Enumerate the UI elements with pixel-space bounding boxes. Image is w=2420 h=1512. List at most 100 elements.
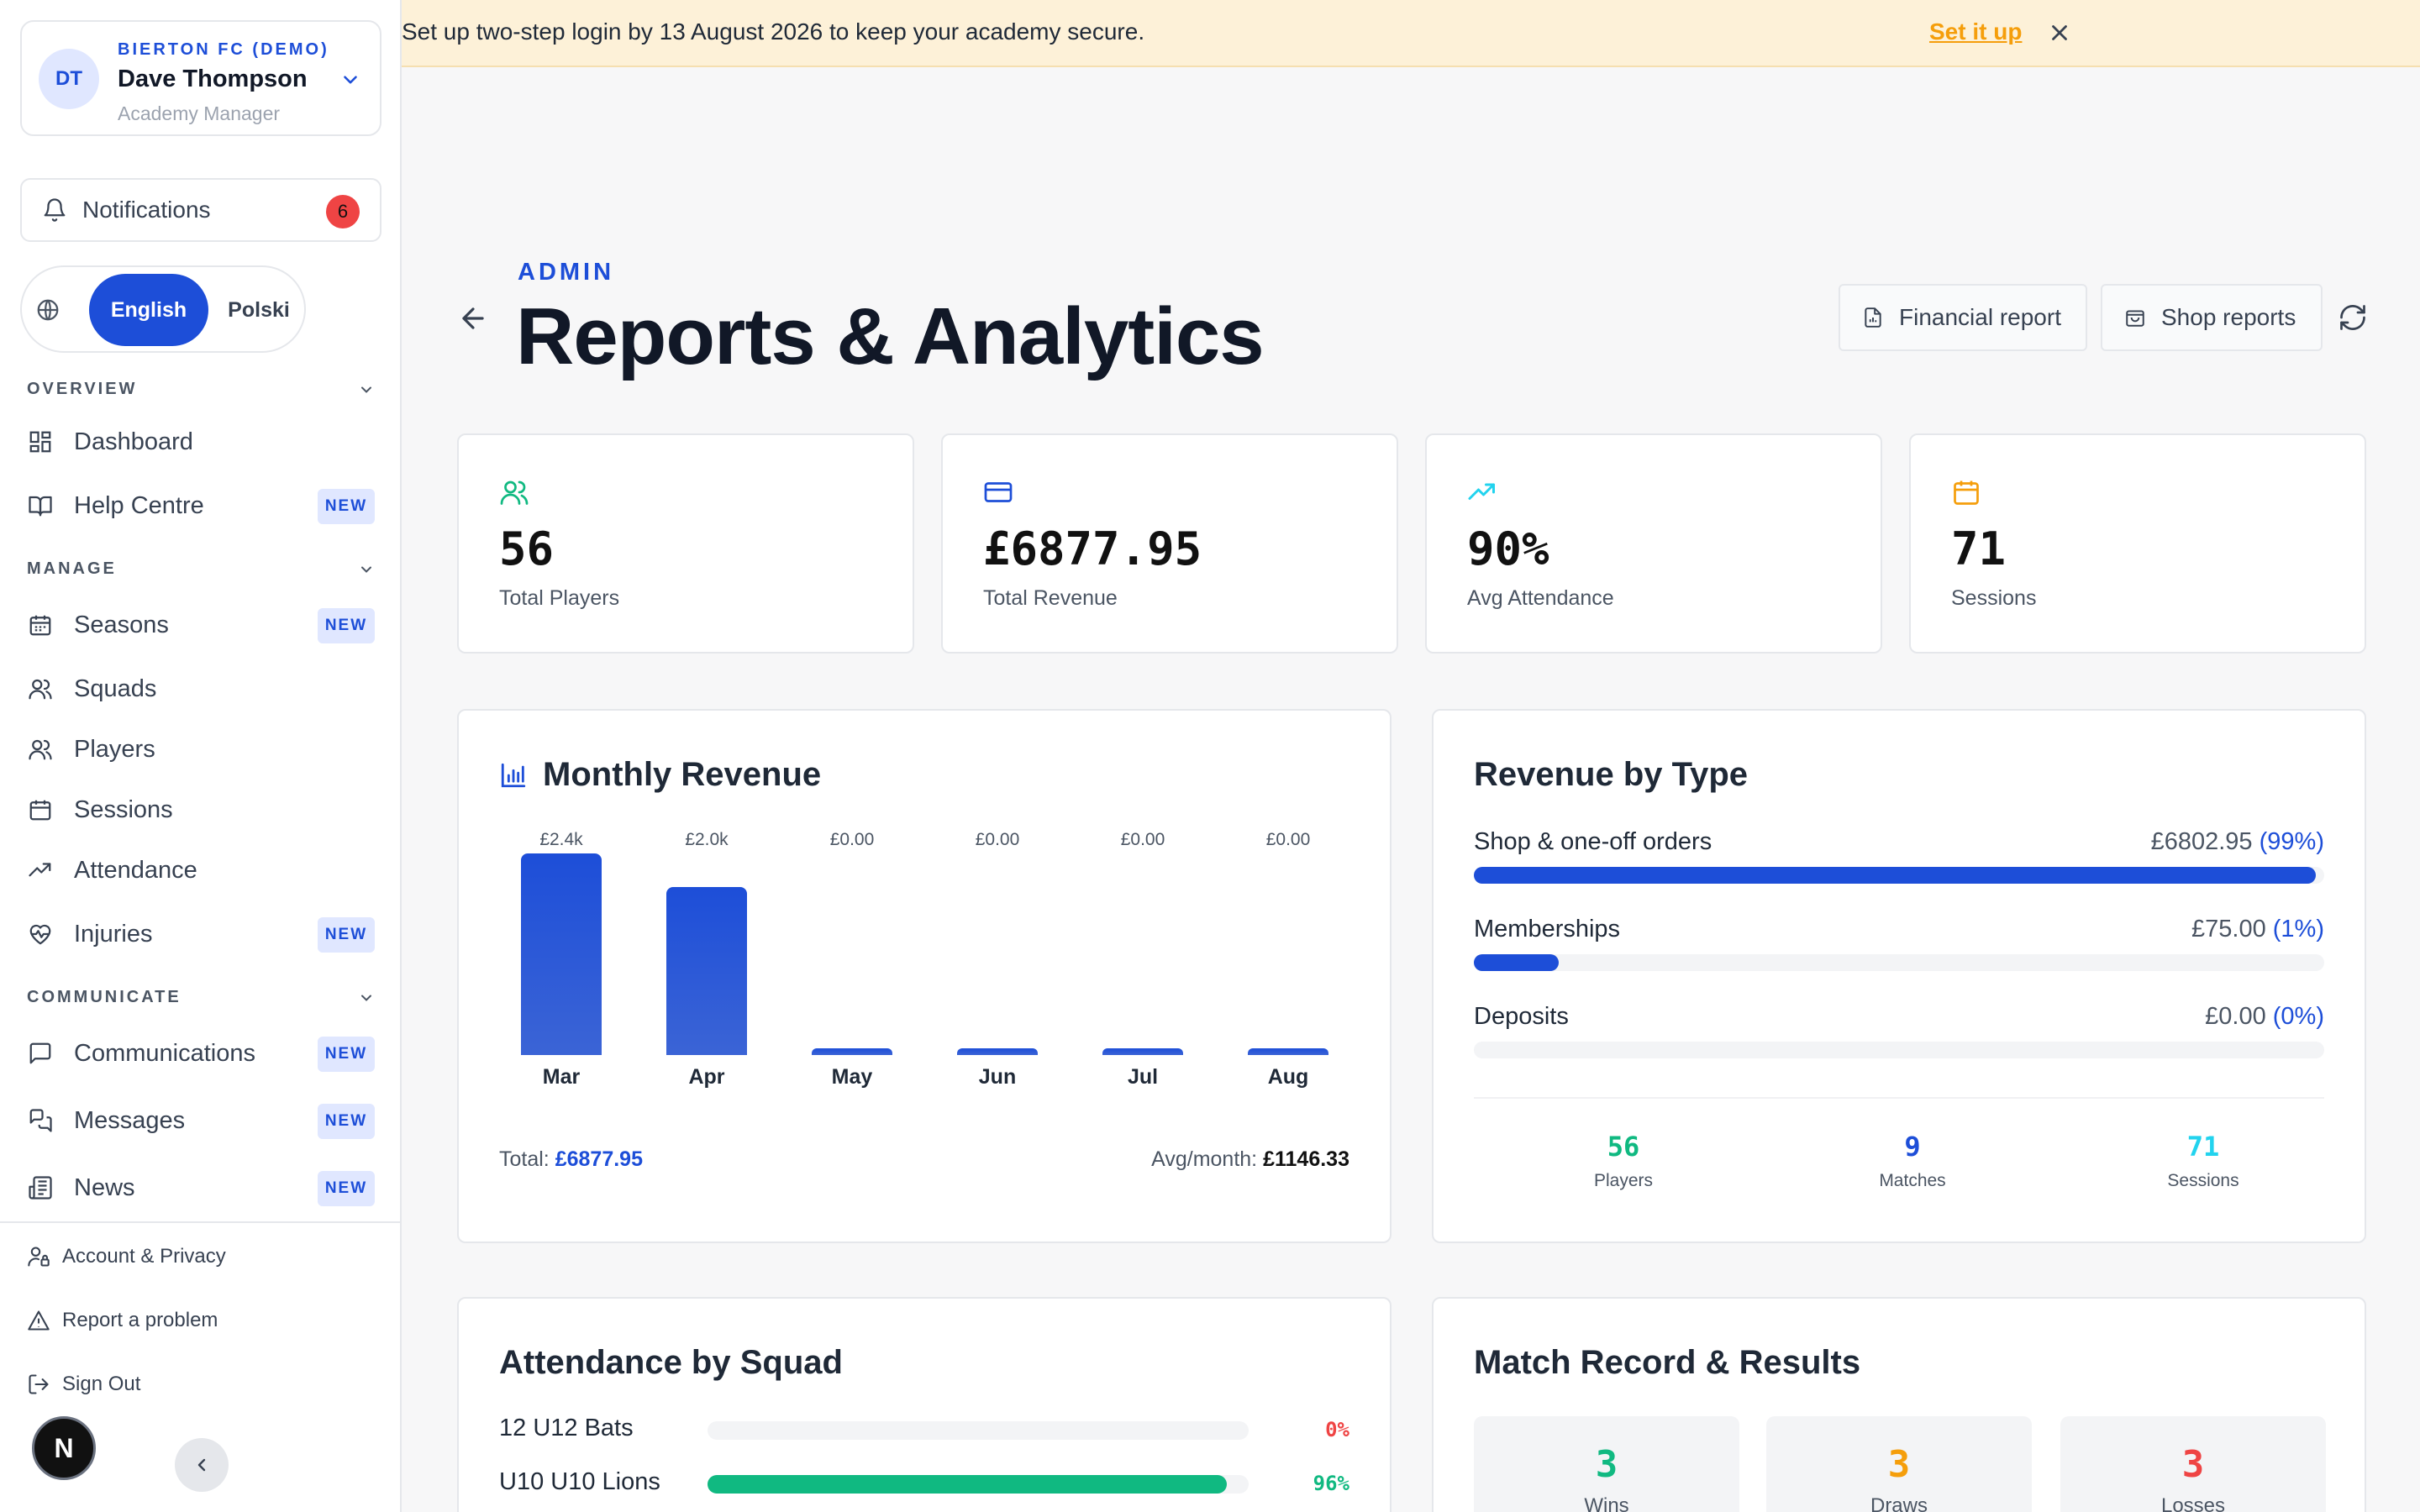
new-badge: NEW <box>318 1104 375 1139</box>
n-launcher-button[interactable]: N <box>32 1416 96 1480</box>
stat-label: Total Revenue <box>983 586 1118 610</box>
sidebar-item-players[interactable]: Players <box>27 726 375 773</box>
account-switcher[interactable]: DT BIERTON FC (DEMO) Dave Thompson Acade… <box>20 20 381 136</box>
sidebar-item-injuries[interactable]: Injuries NEW <box>27 911 375 958</box>
attendance-row: U10 U10 Lions 96% <box>499 1468 1349 1495</box>
bar-category-label: May <box>831 1065 873 1089</box>
notifications-button[interactable]: Notifications 6 <box>20 178 381 242</box>
club-name: BIERTON FC (DEMO) <box>118 40 329 59</box>
section-overview[interactable]: OVERVIEW <box>27 380 375 399</box>
calendar-icon <box>27 797 54 822</box>
bar-category-label: Apr <box>688 1065 725 1089</box>
revenue-total: Total: £6877.95 <box>499 1147 643 1171</box>
page-eyebrow: ADMIN <box>518 259 615 286</box>
stat-card-total-players: 56 Total Players <box>457 433 914 654</box>
page-title: Reports & Analytics <box>516 291 1265 381</box>
users-icon <box>499 477 529 507</box>
notifications-count-badge: 6 <box>326 195 360 228</box>
section-manage[interactable]: MANAGE <box>27 559 375 579</box>
warning-icon <box>27 1309 50 1332</box>
back-arrow-icon[interactable] <box>457 302 489 334</box>
sidebar-item-dashboard[interactable]: Dashboard <box>27 418 375 465</box>
stat-value: 90% <box>1467 522 1549 575</box>
collapse-sidebar-button[interactable] <box>175 1438 229 1492</box>
calendar-icon <box>1951 477 1981 507</box>
bar-value-label: £0.00 <box>1120 830 1165 849</box>
sidebar-item-account-privacy[interactable]: Account & Privacy <box>27 1238 226 1275</box>
panel-title: Revenue by Type <box>1474 756 1749 793</box>
user-name: Dave Thompson <box>118 66 308 92</box>
newspaper-icon <box>27 1175 54 1200</box>
match-wins: 3 Wins <box>1474 1416 1739 1512</box>
new-badge: NEW <box>318 489 375 524</box>
match-record-panel: Match Record & Results 3 Wins 3 Draws 3 … <box>1432 1297 2366 1512</box>
new-badge: NEW <box>318 1037 375 1072</box>
bar-chart-icon <box>499 761 528 790</box>
stat-label: Total Players <box>499 586 620 610</box>
language-option-polski[interactable]: Polski <box>228 297 290 322</box>
shop-reports-button[interactable]: Shop reports <box>2101 284 2323 351</box>
progress-track <box>708 1475 1249 1494</box>
trending-up-icon <box>27 858 54 883</box>
monthly-revenue-panel: Monthly Revenue £2.4k Mar £2.0k Apr £0.00 May… <box>457 709 1392 1243</box>
progress-fill <box>1474 954 1560 971</box>
divider <box>1474 1097 2324 1099</box>
dashboard-icon <box>27 429 54 454</box>
summary-matches: 9 Matches <box>1879 1131 1946 1190</box>
bar-value-label: £2.0k <box>685 830 729 849</box>
close-icon[interactable] <box>2047 20 2072 45</box>
progress-track <box>1474 1042 2324 1058</box>
user-role: Academy Manager <box>118 102 281 124</box>
attendance-by-squad-panel: Attendance by Squad 12 U12 Bats 0% U10 U… <box>457 1297 1392 1512</box>
messages-icon <box>27 1108 54 1133</box>
progress-track <box>1474 954 2324 971</box>
financial-report-button[interactable]: Financial report <box>1839 284 2087 351</box>
stat-label: Avg Attendance <box>1467 586 1614 610</box>
banner-message: Set up two-step login by 13 August 2026 … <box>402 18 1145 45</box>
security-banner: Set up two-step login by 13 August 2026 … <box>402 0 2420 67</box>
stat-card-avg-attendance: 90% Avg Attendance <box>1425 433 1882 654</box>
revenue-bar-mar <box>521 853 602 1055</box>
language-option-english[interactable]: English <box>89 274 208 346</box>
sidebar-item-seasons[interactable]: Seasons NEW <box>27 601 375 648</box>
sidebar-item-help-centre[interactable]: Help Centre NEW <box>27 482 375 529</box>
revenue-bar-apr <box>666 887 747 1055</box>
revenue-bar-aug <box>1248 1048 1328 1055</box>
stat-value: 56 <box>499 522 555 575</box>
progress-fill <box>1474 867 2316 884</box>
sidebar-item-attendance[interactable]: Attendance <box>27 847 375 894</box>
stat-value: 71 <box>1951 522 2007 575</box>
revenue-bar-may <box>812 1048 892 1055</box>
chevron-down-icon <box>358 381 375 398</box>
refresh-icon[interactable] <box>2338 302 2368 333</box>
sidebar-item-messages[interactable]: Messages NEW <box>27 1097 375 1144</box>
revenue-avg-month: Avg/month: £1146.33 <box>1151 1147 1349 1171</box>
new-badge: NEW <box>318 1171 375 1206</box>
sidebar-item-news[interactable]: News NEW <box>27 1164 375 1211</box>
document-icon <box>1862 307 1884 328</box>
sidebar-item-communications[interactable]: Communications NEW <box>27 1030 375 1077</box>
new-badge: NEW <box>318 608 375 643</box>
chevron-left-icon <box>192 1455 212 1475</box>
notifications-label: Notifications <box>82 197 211 223</box>
avatar: DT <box>39 49 99 109</box>
attendance-row: 12 U12 Bats 0% <box>499 1415 1349 1441</box>
sidebar-item-squads[interactable]: Squads <box>27 665 375 712</box>
panel-title: Attendance by Squad <box>499 1344 843 1381</box>
banner-setup-link[interactable]: Set it up <box>1929 18 2023 45</box>
progress-fill <box>708 1475 1228 1494</box>
summary-sessions: 71 Sessions <box>2167 1131 2239 1190</box>
progress-track <box>708 1421 1249 1440</box>
bar-value-label: £0.00 <box>1265 830 1311 849</box>
user-lock-icon <box>27 1245 50 1268</box>
chevron-down-icon[interactable] <box>339 69 361 91</box>
progress-track <box>1474 867 2324 884</box>
panel-title: Monthly Revenue <box>499 756 821 794</box>
globe-icon <box>35 297 60 323</box>
sidebar-item-report-problem[interactable]: Report a problem <box>27 1302 218 1339</box>
panel-title: Match Record & Results <box>1474 1344 1861 1381</box>
section-communicate[interactable]: COMMUNICATE <box>27 988 375 1007</box>
bar-category-label: Jul <box>1127 1065 1159 1089</box>
sign-out-button[interactable]: Sign Out <box>27 1366 140 1403</box>
sidebar-item-sessions[interactable]: Sessions <box>27 786 375 833</box>
